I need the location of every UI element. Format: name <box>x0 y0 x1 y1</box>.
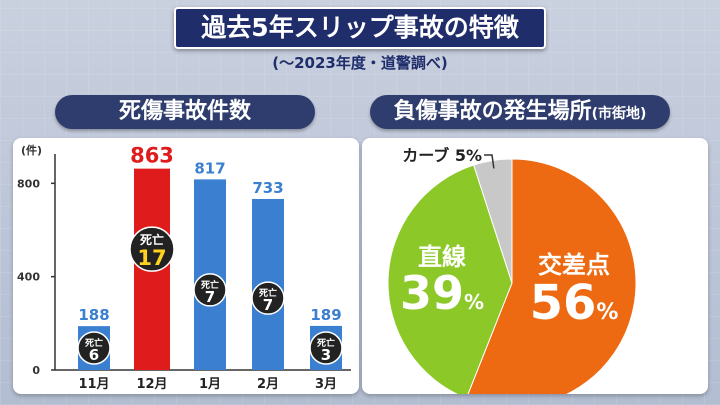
pie-slice-label: 直線 <box>418 243 466 271</box>
pie-slice-outer-label: カーブ 5% <box>402 146 482 165</box>
bar-panel-heading-text: 死傷事故件数 <box>118 99 251 124</box>
pie-panel-heading: 負傷事故の発生場所(市街地) <box>370 95 670 129</box>
y-axis-label: (件) <box>21 143 42 157</box>
death-badge-label: 死亡 <box>200 279 219 291</box>
death-badge-label: 死亡 <box>84 337 103 349</box>
pie-slice-value: 56% <box>530 275 619 331</box>
bar-chart-panel: (件) 0 400 800 188 死亡 6 11月 863 死亡 17 12月 817 死亡 7 1月 733… <box>13 138 359 394</box>
death-badge-label: 死亡 <box>140 232 164 247</box>
death-badge <box>193 273 227 307</box>
y-tick-label: 800 <box>17 177 40 190</box>
x-tick-label: 12月 <box>136 377 167 392</box>
bar-value-label: 189 <box>310 306 341 324</box>
bar-value-label: 188 <box>78 306 109 324</box>
death-badge-label: 死亡 <box>258 287 277 299</box>
y-tick-label: 400 <box>17 271 40 284</box>
death-badge <box>77 331 111 365</box>
pie-slice-label: 交差点 <box>538 251 610 279</box>
pie-leader-line <box>484 154 495 169</box>
death-badge-count: 6 <box>89 346 99 364</box>
bar-chart: (件)0400800188死亡611月863死亡1712月817死亡71月733… <box>17 143 351 392</box>
y-tick-label: 0 <box>32 364 40 377</box>
death-badge-count: 7 <box>205 288 215 306</box>
bar-value-label: 817 <box>194 159 225 177</box>
pie-slice-0 <box>465 158 637 405</box>
pie-chart-panel: 交差点 56% 直線 39% カーブ 5% <box>362 138 708 405</box>
bar-panel-heading: 死傷事故件数 <box>55 95 315 129</box>
death-badge <box>251 281 285 315</box>
pie-slice-value: 39% <box>400 266 484 320</box>
death-badge-count: 17 <box>137 246 166 270</box>
bar-value-label: 733 <box>252 179 283 197</box>
bar-value-label: 863 <box>130 144 174 168</box>
death-badge-count: 3 <box>321 346 331 364</box>
x-tick-label: 11月 <box>78 377 109 392</box>
pie-panel-heading-text: 負傷事故の発生場所 <box>393 99 592 124</box>
pie-slice-1 <box>387 164 513 399</box>
x-tick-label: 1月 <box>199 377 221 392</box>
death-badge-count: 7 <box>263 296 273 314</box>
subtitle: (～2023年度・道警調べ) <box>272 54 448 72</box>
death-badge <box>309 331 343 365</box>
death-badge-label: 死亡 <box>316 337 335 349</box>
death-badge <box>129 226 175 272</box>
pie-panel-heading-suffix: (市街地) <box>591 106 647 122</box>
x-tick-label: 3月 <box>315 377 337 392</box>
main-title-text: 過去5年スリップ事故の特徴 <box>201 13 519 42</box>
main-title: 過去5年スリップ事故の特徴 <box>174 7 546 49</box>
x-tick-label: 2月 <box>257 377 279 392</box>
